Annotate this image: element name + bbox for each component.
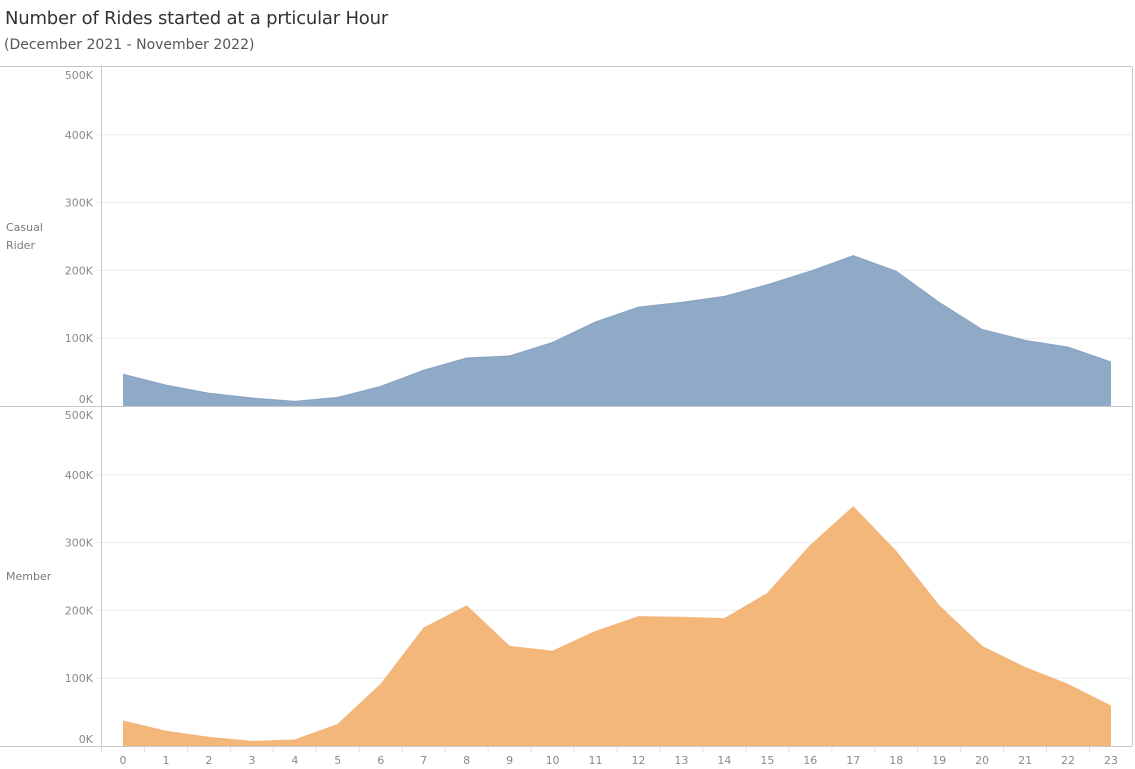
y-tick-label: 500K bbox=[65, 69, 94, 82]
area-line bbox=[122, 254, 1112, 402]
x-tick-label: 0 bbox=[120, 754, 127, 767]
y-tick-label: 300K bbox=[65, 537, 94, 550]
casual-rider-panel: 0K 100K 200K 300K 400K 500K Casual Rider bbox=[0, 69, 1132, 407]
y-tick-label: 400K bbox=[65, 469, 94, 482]
area-line bbox=[122, 506, 1112, 742]
x-tick-label: 16 bbox=[803, 754, 817, 767]
y-tick-label: 400K bbox=[65, 129, 94, 142]
x-tick-label: 5 bbox=[334, 754, 341, 767]
x-tick-label: 1 bbox=[162, 754, 169, 767]
x-tick-label: 9 bbox=[506, 754, 513, 767]
y-tick-label: 0K bbox=[79, 733, 94, 746]
member-panel: 0K 100K 200K 300K 400K 500K Member bbox=[0, 409, 1132, 747]
y-tick-label: 100K bbox=[65, 672, 94, 685]
y-tick-label: 300K bbox=[65, 197, 94, 210]
x-tick-label: 10 bbox=[546, 754, 560, 767]
area-fill[interactable] bbox=[123, 255, 1111, 407]
x-tick-label: 17 bbox=[846, 754, 860, 767]
chart-title: Number of Rides started at a prticular H… bbox=[5, 8, 389, 29]
x-tick-label: 2 bbox=[205, 754, 212, 767]
x-axis: 0 1 2 3 4 5 6 7 8 9 10 11 12 13 14 15 16 17 18 19 20 21 22 23 bbox=[101, 747, 1118, 767]
y-tick-label: 200K bbox=[65, 264, 94, 277]
x-tick-label: 3 bbox=[248, 754, 255, 767]
x-tick-label: 13 bbox=[674, 754, 688, 767]
x-tick-label: 4 bbox=[291, 754, 298, 767]
x-tick-label: 20 bbox=[975, 754, 989, 767]
y-tick-label: 500K bbox=[65, 409, 94, 422]
x-tick-label: 7 bbox=[420, 754, 427, 767]
x-tick-label: 23 bbox=[1104, 754, 1118, 767]
x-tick-label: 14 bbox=[717, 754, 731, 767]
row-label: Casual bbox=[6, 221, 43, 234]
x-tick-label: 6 bbox=[377, 754, 384, 767]
x-tick-label: 19 bbox=[932, 754, 946, 767]
row-label: Member bbox=[6, 570, 52, 583]
x-tick-label: 21 bbox=[1018, 754, 1032, 767]
area-fill[interactable] bbox=[123, 506, 1111, 746]
row-label: Rider bbox=[6, 239, 35, 252]
x-tick-label: 22 bbox=[1061, 754, 1075, 767]
x-tick-label: 15 bbox=[760, 754, 774, 767]
y-tick-label: 200K bbox=[65, 604, 94, 617]
x-tick-label: 8 bbox=[463, 754, 470, 767]
y-tick-label: 0K bbox=[79, 393, 94, 406]
chart-subtitle: (December 2021 - November 2022) bbox=[4, 37, 255, 53]
x-tick-label: 12 bbox=[631, 754, 645, 767]
x-tick-label: 18 bbox=[889, 754, 903, 767]
x-tick-label: 11 bbox=[589, 754, 603, 767]
y-tick-label: 100K bbox=[65, 332, 94, 345]
